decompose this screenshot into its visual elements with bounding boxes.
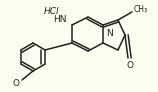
Text: O: O (12, 78, 19, 87)
Text: CH₃: CH₃ (134, 5, 148, 14)
Text: HCl: HCl (44, 8, 60, 16)
Text: HN: HN (54, 15, 67, 24)
Text: O: O (127, 61, 134, 69)
Text: N: N (106, 30, 113, 38)
